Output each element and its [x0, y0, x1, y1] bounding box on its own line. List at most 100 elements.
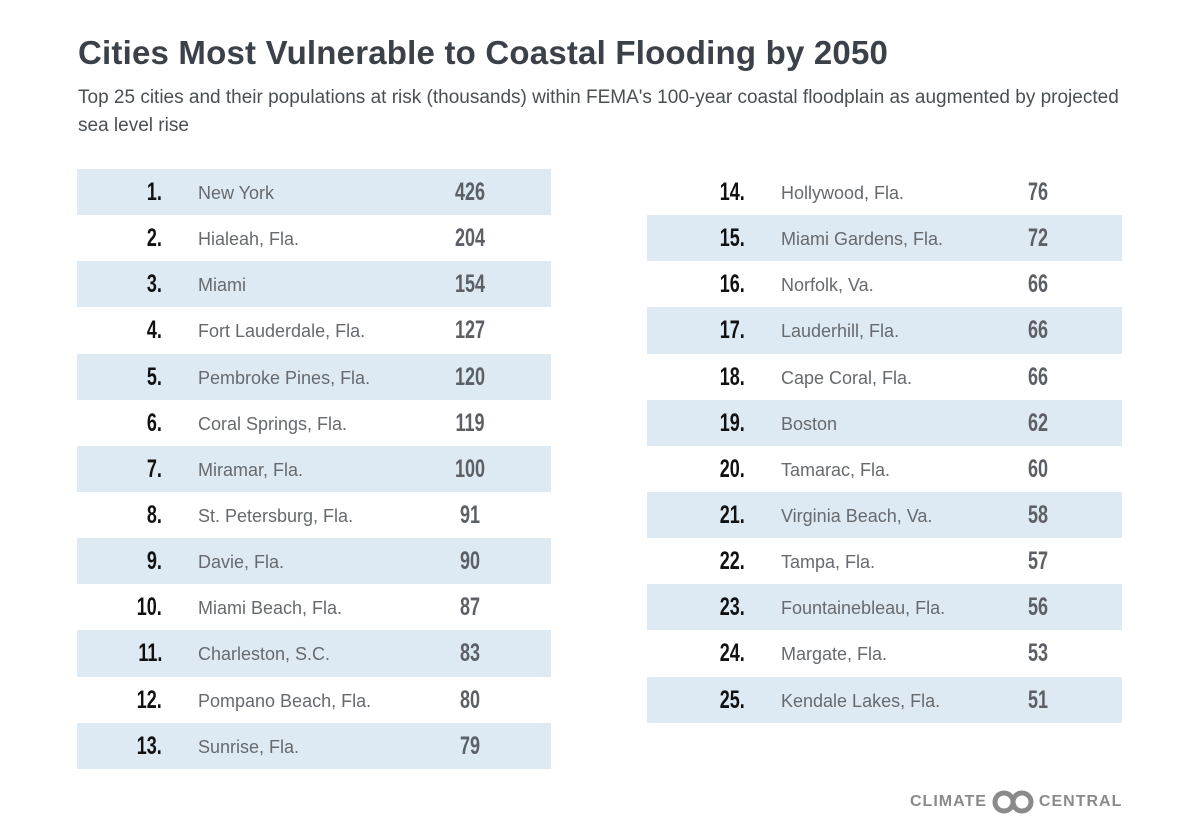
- table-row: 6. Coral Springs, Fla. 119: [77, 400, 551, 446]
- ranking-table-right: 14. Hollywood, Fla. 76 15. Miami Gardens, Fl…: [647, 169, 1122, 723]
- population-value: 426: [454, 178, 486, 206]
- rank-label: 9.: [146, 547, 162, 576]
- population-value: 66: [1027, 270, 1049, 299]
- city-name: Kendale Lakes, Fla.: [781, 690, 941, 711]
- city-name: Davie, Fla.: [198, 552, 285, 573]
- rank-label: 15.: [719, 224, 745, 253]
- rank-label: 1.: [146, 178, 162, 206]
- city-name: Virginia Beach, Va.: [781, 505, 933, 526]
- population-value: 60: [1027, 454, 1049, 483]
- table-row: 2. Hialeah, Fla. 204: [77, 215, 551, 261]
- population-value: 91: [459, 500, 481, 529]
- city-name: Fort Lauderdale, Fla.: [198, 321, 366, 342]
- population-value: 204: [454, 224, 486, 253]
- table-row: 14. Hollywood, Fla. 76: [647, 169, 1122, 215]
- table-row: 13. Sunrise, Fla. 79: [77, 722, 551, 769]
- city-name: Cape Coral, Fla.: [781, 367, 913, 388]
- population-value: 53: [1027, 639, 1049, 668]
- table-row: 11. Charleston, S.C. 83: [77, 630, 551, 677]
- climate-central-logo: CLIMATE CENTRAL: [910, 790, 1122, 814]
- population-value: 72: [1027, 224, 1049, 253]
- rank-label: 22.: [719, 547, 745, 576]
- rank-label: 12.: [136, 685, 162, 714]
- rank-label: 2.: [146, 224, 162, 253]
- city-name: Margate, Fla.: [781, 644, 888, 665]
- rank-label: 8.: [146, 500, 162, 529]
- logo-text-right: CENTRAL: [1038, 793, 1123, 810]
- city-name: Miami: [198, 275, 246, 296]
- population-value: 66: [1027, 316, 1049, 345]
- city-name: Miami Beach, Fla.: [198, 598, 343, 619]
- table-row: 12. Pompano Beach, Fla. 80: [77, 677, 551, 723]
- population-value: 76: [1027, 178, 1049, 206]
- rank-label: 13.: [136, 731, 162, 760]
- city-name: Fountainebleau, Fla.: [781, 598, 946, 619]
- rank-label: 20.: [719, 454, 745, 483]
- population-value: 57: [1027, 547, 1049, 576]
- rank-label: 24.: [719, 639, 745, 668]
- population-value: 62: [1027, 408, 1049, 437]
- rank-label: 11.: [137, 639, 162, 668]
- rank-label: 4.: [146, 316, 162, 345]
- table-row: 9. Davie, Fla. 90: [77, 538, 551, 585]
- rank-label: 5.: [146, 362, 162, 391]
- population-value: 120: [454, 362, 486, 391]
- table-row: 18. Cape Coral, Fla. 66: [647, 354, 1122, 400]
- population-value: 80: [459, 685, 481, 714]
- city-name: Tamarac, Fla.: [781, 459, 891, 480]
- rank-label: 14.: [719, 178, 745, 206]
- logo-text-left: CLIMATE: [910, 793, 987, 810]
- population-value: 90: [459, 547, 481, 576]
- table-row: 23. Fountainebleau, Fla. 56: [647, 584, 1122, 631]
- population-value: 127: [454, 316, 486, 345]
- city-name: Coral Springs, Fla.: [198, 413, 348, 434]
- population-value: 154: [454, 270, 486, 299]
- table-row: 1. New York 426: [77, 169, 551, 216]
- table-row: 17. Lauderhill, Fla. 66: [647, 307, 1122, 354]
- city-name: New York: [198, 183, 275, 203]
- city-name: St. Petersburg, Fla.: [198, 505, 354, 526]
- population-value: 58: [1027, 500, 1049, 529]
- city-name: Norfolk, Va.: [781, 275, 874, 296]
- city-name: Tampa, Fla.: [781, 552, 876, 573]
- city-name: Miramar, Fla.: [198, 459, 304, 480]
- city-name: Pompano Beach, Fla.: [198, 690, 372, 711]
- population-value: 51: [1027, 685, 1049, 714]
- rank-label: 25.: [719, 685, 745, 714]
- table-row: 3. Miami 154: [77, 261, 551, 308]
- table-row: 22. Tampa, Fla. 57: [647, 538, 1122, 584]
- ranking-table-left: 1. New York 426 2. Hialeah, Fla. 204 3. Miami 15…: [77, 169, 551, 769]
- rank-label: 10.: [136, 593, 162, 622]
- table-row: 4. Fort Lauderdale, Fla. 127: [77, 307, 551, 353]
- table-row: 16. Norfolk, Va. 66: [647, 261, 1122, 307]
- table-row: 8. St. Petersburg, Fla. 91: [77, 492, 551, 538]
- city-name: Pembroke Pines, Fla.: [198, 367, 371, 388]
- rank-label: 18.: [719, 362, 745, 391]
- city-name: Lauderhill, Fla.: [781, 321, 900, 342]
- table-row: 24. Margate, Fla. 53: [647, 630, 1122, 676]
- table-row: 7. Miramar, Fla. 100: [77, 445, 551, 492]
- rank-label: 17.: [719, 316, 745, 345]
- population-value: 100: [454, 454, 486, 483]
- city-name: Miami Gardens, Fla.: [781, 229, 944, 250]
- rank-label: 23.: [719, 593, 745, 622]
- population-value: 66: [1027, 362, 1049, 391]
- population-value: 56: [1027, 593, 1049, 622]
- rank-label: 3.: [146, 270, 162, 299]
- population-value: 119: [455, 408, 485, 437]
- rank-label: 16.: [719, 270, 745, 299]
- population-value: 87: [459, 593, 481, 622]
- table-row: 21. Virginia Beach, Va. 58: [647, 491, 1122, 539]
- logo-rings-icon: [992, 790, 1034, 814]
- population-value: 79: [459, 731, 481, 760]
- city-name: Hollywood, Fla.: [781, 183, 905, 203]
- city-name: Boston: [781, 413, 838, 434]
- table-row: 20. Tamarac, Fla. 60: [647, 446, 1122, 492]
- table-row: 5. Pembroke Pines, Fla. 120: [77, 353, 551, 400]
- page-title: Cities Most Vulnerable to Coastal Floodi…: [78, 34, 889, 71]
- rank-label: 19.: [719, 408, 745, 437]
- subtitle: Top 25 cities and their populations at r…: [78, 87, 1119, 136]
- table-row: 10. Miami Beach, Fla. 87: [77, 584, 551, 630]
- table-row: 25. Kendale Lakes, Fla. 51: [647, 676, 1122, 723]
